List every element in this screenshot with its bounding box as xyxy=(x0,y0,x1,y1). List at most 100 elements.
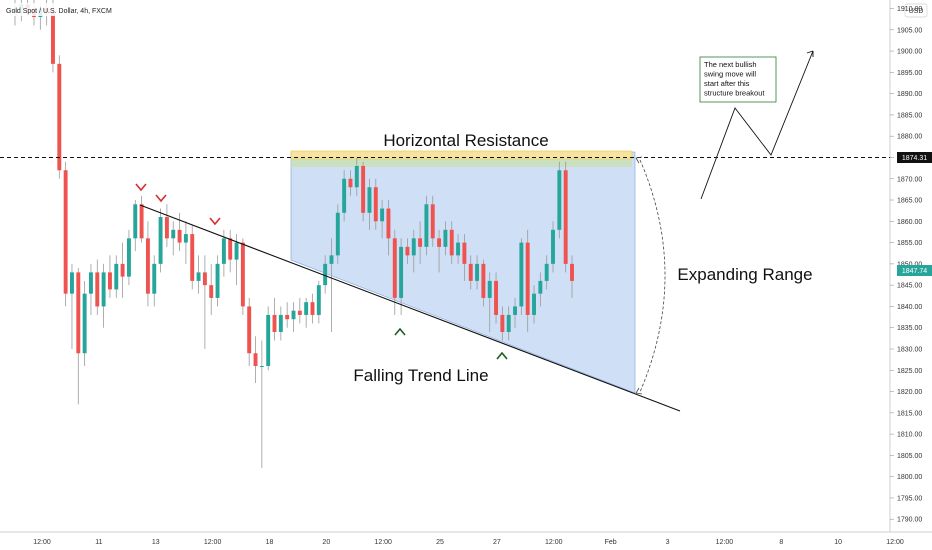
resistance-zone[interactable] xyxy=(290,150,633,160)
candle-up[interactable] xyxy=(158,217,163,264)
candle-down[interactable] xyxy=(145,238,150,294)
candle-up[interactable] xyxy=(456,242,461,256)
candle-up[interactable] xyxy=(557,170,562,230)
candle-up[interactable] xyxy=(101,272,106,307)
candle-down[interactable] xyxy=(563,170,568,264)
candle-down[interactable] xyxy=(430,204,435,239)
candle-down[interactable] xyxy=(164,217,169,239)
candle-down[interactable] xyxy=(240,242,245,307)
candle-up[interactable] xyxy=(152,263,157,294)
swing-high-marker-icon xyxy=(135,183,147,192)
note-box[interactable] xyxy=(699,56,777,103)
time-tick-label: 12:00 xyxy=(886,539,904,546)
candle-up[interactable] xyxy=(519,242,524,307)
note-line-3: start after this xyxy=(704,79,750,88)
candle-up[interactable] xyxy=(335,212,340,256)
candle-up[interactable] xyxy=(411,238,416,256)
candle-up[interactable] xyxy=(399,246,404,298)
candle-up[interactable] xyxy=(513,306,517,315)
candle-up[interactable] xyxy=(171,229,176,239)
time-tick-label: 13 xyxy=(152,539,160,546)
candle-down[interactable] xyxy=(209,285,214,298)
candle-up[interactable] xyxy=(266,314,271,367)
candle-up[interactable] xyxy=(538,280,543,294)
candle-up[interactable] xyxy=(183,234,188,243)
candle-up[interactable] xyxy=(82,293,87,354)
candle-up[interactable] xyxy=(532,293,536,315)
price-tick-label: 1815.00 xyxy=(897,410,922,417)
candle-down[interactable] xyxy=(297,310,302,315)
candle-up[interactable] xyxy=(323,263,328,286)
candle-down[interactable] xyxy=(525,242,530,315)
candle-up[interactable] xyxy=(329,255,334,264)
candle-down[interactable] xyxy=(481,263,486,298)
candle-up[interactable] xyxy=(304,302,309,315)
candle-up[interactable] xyxy=(380,208,385,222)
time-tick-label: Feb xyxy=(605,539,617,546)
candle-up[interactable] xyxy=(278,314,283,332)
projection-path[interactable] xyxy=(700,50,814,200)
candle-down[interactable] xyxy=(392,238,397,298)
candle-down[interactable] xyxy=(494,280,499,315)
candle-down[interactable] xyxy=(361,165,366,213)
candle-up[interactable] xyxy=(551,229,555,264)
candle-up[interactable] xyxy=(114,263,119,290)
candle-down[interactable] xyxy=(190,234,195,281)
candle-down[interactable] xyxy=(76,272,81,354)
candle-up[interactable] xyxy=(354,165,359,188)
candle-down[interactable] xyxy=(310,302,315,315)
candle-down[interactable] xyxy=(500,314,505,332)
candle-up[interactable] xyxy=(196,272,201,281)
candle-down[interactable] xyxy=(405,246,410,256)
candle-down[interactable] xyxy=(63,170,68,294)
candle-up[interactable] xyxy=(133,204,138,239)
candle-up[interactable] xyxy=(487,280,492,298)
candle-up[interactable] xyxy=(215,263,220,298)
candle-up[interactable] xyxy=(506,314,511,332)
candle-up[interactable] xyxy=(291,310,296,320)
candle-up[interactable] xyxy=(443,229,448,247)
candle-down[interactable] xyxy=(418,238,423,247)
candle-up[interactable] xyxy=(316,285,321,315)
candle-down[interactable] xyxy=(57,63,62,171)
candle-down[interactable] xyxy=(51,12,55,64)
candle-up[interactable] xyxy=(259,366,264,368)
candle-down[interactable] xyxy=(107,272,112,290)
currency-button[interactable] xyxy=(904,3,928,18)
candle-up[interactable] xyxy=(475,263,480,281)
candle-down[interactable] xyxy=(348,178,353,188)
candle-down[interactable] xyxy=(449,229,454,256)
candle-up[interactable] xyxy=(126,238,131,277)
candle-up[interactable] xyxy=(544,263,549,281)
projection-arrow-icon xyxy=(806,50,814,57)
candle-down[interactable] xyxy=(177,229,182,243)
price-tick-label: 1825.00 xyxy=(897,368,922,375)
candle-up[interactable] xyxy=(221,238,226,264)
candle-up[interactable] xyxy=(70,272,74,294)
candle-down[interactable] xyxy=(285,314,290,320)
candle-down[interactable] xyxy=(462,242,467,264)
candle-down[interactable] xyxy=(120,263,125,277)
candle-down[interactable] xyxy=(437,238,442,247)
candle-down[interactable] xyxy=(386,208,391,239)
candle-down[interactable] xyxy=(272,314,277,332)
candle-up[interactable] xyxy=(424,204,429,247)
falling-trend-line[interactable] xyxy=(139,204,681,412)
candle-down[interactable] xyxy=(253,353,258,367)
candle-down[interactable] xyxy=(373,187,378,222)
price-tick-label: 1880.00 xyxy=(897,134,922,141)
candle-down[interactable] xyxy=(468,263,473,281)
candle-up[interactable] xyxy=(88,272,93,294)
candle-down[interactable] xyxy=(139,204,144,239)
candle-down[interactable] xyxy=(228,238,233,260)
candle-down[interactable] xyxy=(202,272,207,286)
price-tick-label: 1835.00 xyxy=(897,325,922,332)
candle-down[interactable] xyxy=(570,263,574,281)
candle-down[interactable] xyxy=(95,272,100,307)
candle-up[interactable] xyxy=(342,178,347,213)
candle-up[interactable] xyxy=(234,242,239,260)
candle-down[interactable] xyxy=(247,306,252,354)
candle-up[interactable] xyxy=(367,187,372,213)
expanding-range-arc xyxy=(639,159,666,393)
price-tick-label: 1820.00 xyxy=(897,389,922,396)
